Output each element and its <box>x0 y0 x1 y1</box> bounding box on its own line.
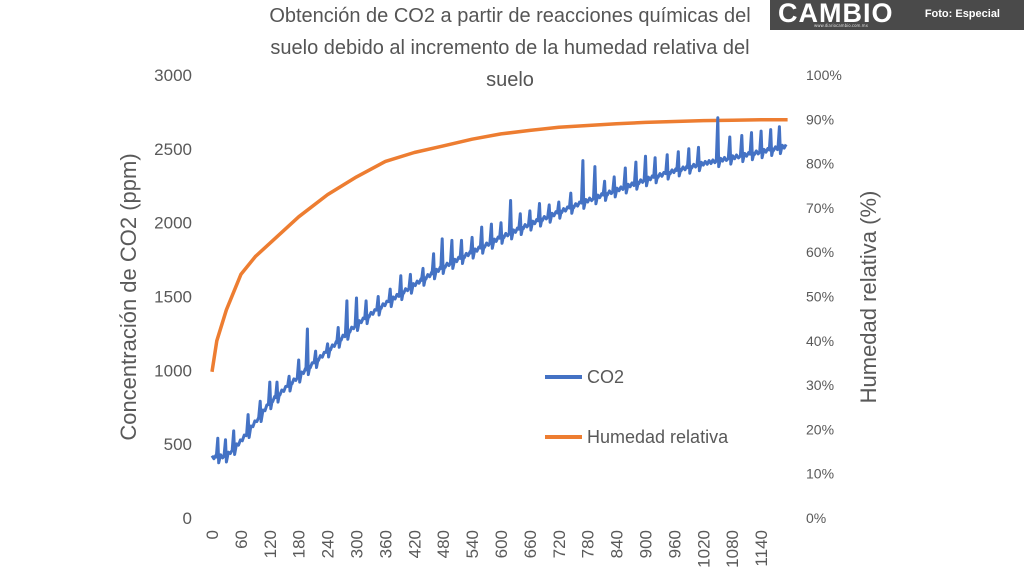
y-tick-label: 0 <box>183 509 192 528</box>
y2-tick-label: 40% <box>806 333 834 349</box>
y-tick-label: 500 <box>164 435 192 454</box>
y-tick-label: 1500 <box>154 288 192 307</box>
y2-tick-label: 50% <box>806 289 834 305</box>
x-tick-label: 120 <box>261 530 280 558</box>
y2-tick-label: 30% <box>806 377 834 393</box>
y-tick-label: 1000 <box>154 361 192 380</box>
chart-title-line-2: suelo debido al incremento de la humedad… <box>270 37 749 59</box>
legend-label-humidity: Humedad relativa <box>587 427 729 447</box>
series-line-co2 <box>210 116 788 465</box>
y2-tick-label: 100% <box>806 67 842 83</box>
x-tick-label: 780 <box>579 530 598 558</box>
y2-tick-label: 10% <box>806 466 834 482</box>
x-tick-label: 1140 <box>752 530 771 567</box>
x-tick-label: 60 <box>232 530 251 549</box>
y-tick-label: 3000 <box>154 66 192 85</box>
y2-axis-ticks: 0% 10% 20% 30% 40% 50% 60% 70% 80% 90% 100% <box>806 67 842 526</box>
x-tick-label: 480 <box>434 530 453 558</box>
x-tick-label: 540 <box>463 530 482 558</box>
x-tick-label: 600 <box>492 530 511 558</box>
y2-tick-label: 90% <box>806 111 834 127</box>
x-tick-label: 240 <box>319 530 338 558</box>
series-layer <box>210 116 788 465</box>
y2-tick-label: 0% <box>806 510 826 526</box>
y-axis-label: Concentración de CO2 (ppm) <box>116 153 141 440</box>
chart-title-line-1: Obtención de CO2 a partir de reacciones … <box>269 5 750 27</box>
x-tick-label: 360 <box>376 530 395 558</box>
watermark-banner: CAMBIO www.diariocambio.com.mx Foto: Esp… <box>770 0 1024 30</box>
legend: CO2 Humedad relativa <box>545 367 729 447</box>
x-tick-label: 900 <box>637 530 656 558</box>
legend-label-co2: CO2 <box>587 367 624 387</box>
x-tick-label: 840 <box>608 530 627 558</box>
x-tick-label: 720 <box>550 530 569 558</box>
y-tick-label: 2500 <box>154 140 192 159</box>
x-tick-label: 1020 <box>694 530 713 568</box>
brand-site: www.diariocambio.com.mx <box>814 23 868 28</box>
y-tick-label: 2000 <box>154 214 192 233</box>
y2-axis-label: Humedad relativa (%) <box>856 191 881 404</box>
chart-title-line-3: suelo <box>486 69 534 91</box>
y2-tick-label: 20% <box>806 421 834 437</box>
series-line-humidity <box>210 117 788 373</box>
brand-logo: CAMBIO <box>778 0 894 28</box>
y2-tick-label: 80% <box>806 156 834 172</box>
y2-tick-label: 60% <box>806 244 834 260</box>
chart-title: Obtención de CO2 a partir de reacciones … <box>269 5 750 91</box>
x-tick-label: 960 <box>665 530 684 558</box>
x-tick-label: 660 <box>521 530 540 558</box>
photo-credit: Foto: Especial <box>924 8 1000 20</box>
x-tick-label: 1080 <box>723 530 742 568</box>
x-tick-label: 420 <box>405 530 424 558</box>
x-axis-ticks: 0 60 120 180 240 300 360 420 480 540 600 660 720 780 8… <box>203 530 771 568</box>
x-tick-label: 180 <box>290 530 309 558</box>
x-tick-label: 300 <box>348 530 367 558</box>
y-axis-ticks: 0 500 1000 1500 2000 2500 3000 <box>154 66 192 528</box>
y2-tick-label: 70% <box>806 200 834 216</box>
x-tick-label: 0 <box>203 530 222 539</box>
